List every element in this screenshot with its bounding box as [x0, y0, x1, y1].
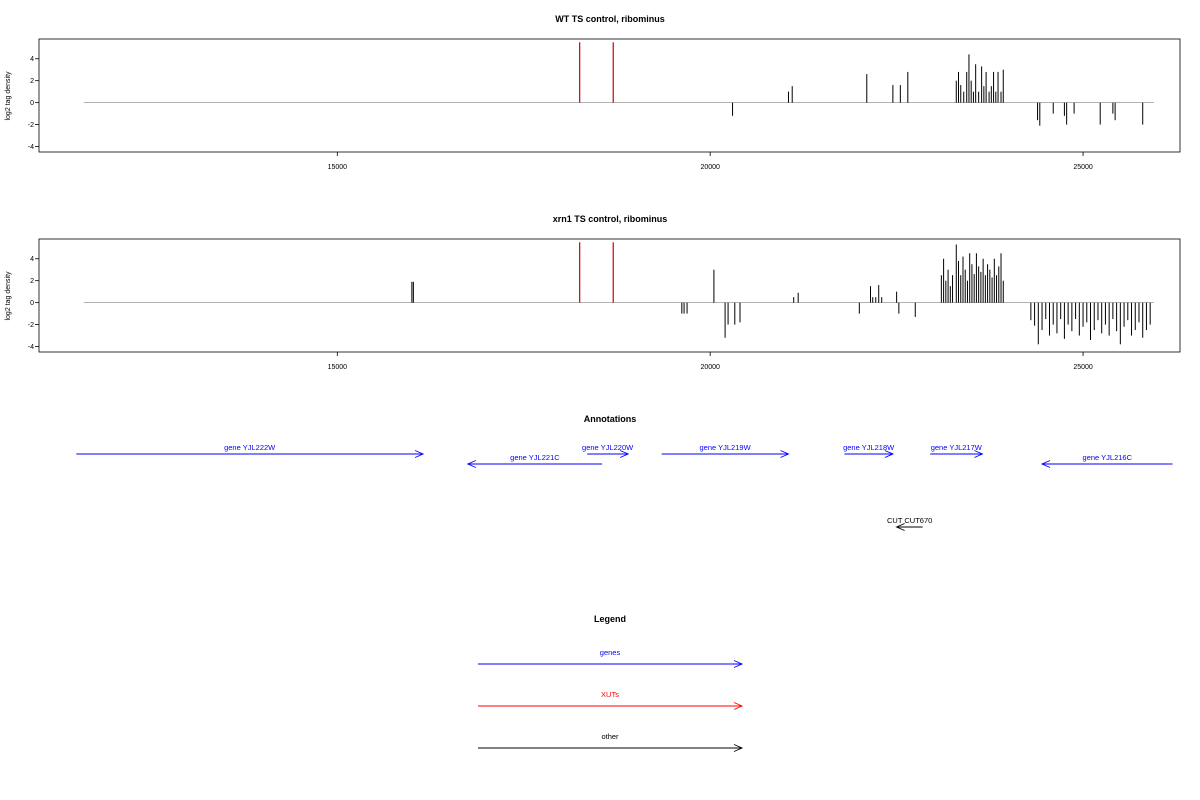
annotation-arrows: gene YJL222W gene YJL221C gene YJL220W gene… — [76, 443, 1173, 531]
panel-xrn1-axes: -4 -2 0 2 4 15000 20000 25000 — [28, 256, 1093, 371]
panel-wt-title: WT TS control, ribominus — [555, 14, 665, 24]
panel-wt-axes: -4 -2 0 2 4 15000 20000 25000 — [28, 56, 1093, 171]
legend-label: genes — [600, 648, 621, 657]
y-tick-label: 0 — [30, 300, 34, 307]
panel-wt: WT TS control, ribominus log2 tag densit… — [5, 14, 1181, 171]
annotation-arrowhead — [895, 523, 905, 531]
panel-xrn1-title: xrn1 TS control, ribominus — [553, 214, 668, 224]
x-tick-label: 25000 — [1073, 164, 1093, 171]
legend-arrowhead — [733, 702, 744, 710]
annotation-arrowhead — [414, 450, 425, 458]
y-tick-label: -4 — [28, 144, 34, 151]
y-tick-label: -2 — [28, 122, 34, 129]
legend-label: XUTs — [601, 690, 619, 699]
y-tick-label: 2 — [30, 78, 34, 85]
annotation-label: gene YJL219W — [700, 443, 752, 452]
legend-label: other — [601, 732, 619, 741]
y-tick-label: -4 — [28, 344, 34, 351]
x-tick-label: 20000 — [700, 364, 720, 371]
annotation-label: CUT CUT670 — [887, 516, 932, 525]
annotation-arrowhead — [974, 450, 984, 458]
annotation-arrowhead — [1040, 460, 1051, 468]
x-tick-label: 20000 — [700, 164, 720, 171]
x-tick-label: 25000 — [1073, 364, 1093, 371]
annotation-label: gene YJL220W — [582, 443, 634, 452]
x-tick-label: 15000 — [328, 364, 348, 371]
legend-items: genes XUTs other — [478, 648, 744, 752]
panel-xrn1-ylabel: log2 tag density — [5, 271, 12, 321]
panel-wt-frame — [38, 38, 1181, 153]
legend-arrowhead — [733, 744, 744, 752]
annotation-arrowhead — [780, 450, 790, 458]
legend-title: Legend — [594, 614, 626, 624]
y-tick-label: 0 — [30, 100, 34, 107]
annotation-label: gene YJL221C — [510, 453, 560, 462]
panel-xrn1-marks — [83, 242, 1154, 345]
annotation-arrowhead — [619, 450, 630, 458]
y-tick-label: 4 — [30, 256, 34, 263]
y-tick-label: 4 — [30, 56, 34, 63]
y-tick-label: 2 — [30, 278, 34, 285]
legend-arrowhead — [733, 660, 744, 668]
legend-panel: Legend genes XUTs other — [478, 614, 744, 752]
annotation-label: gene YJL222W — [224, 443, 276, 452]
annotations-title: Annotations — [584, 414, 637, 424]
annotation-label: gene YJL217W — [931, 443, 983, 452]
panel-wt-marks — [83, 42, 1154, 126]
panel-xrn1-frame — [38, 238, 1181, 353]
annotation-label: gene YJL216C — [1083, 453, 1133, 462]
annotation-label: gene YJL218W — [843, 443, 895, 452]
panel-wt-ylabel: log2 tag density — [5, 71, 12, 121]
y-tick-label: -2 — [28, 322, 34, 329]
x-tick-label: 15000 — [328, 164, 348, 171]
annotation-arrowhead — [884, 450, 895, 458]
panel-xrn1: xrn1 TS control, ribominus log2 tag dens… — [5, 214, 1181, 371]
annotation-arrowhead — [466, 460, 476, 468]
